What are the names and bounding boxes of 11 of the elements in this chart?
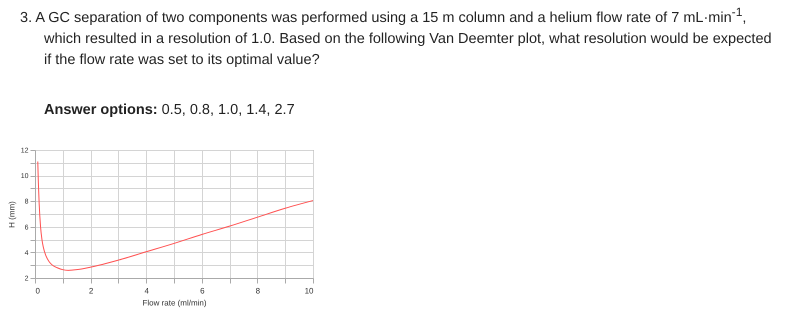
x-tick-label: 2 [88, 286, 94, 296]
x-tick-label: 4 [144, 286, 150, 296]
x-tick-label: 0 [36, 286, 40, 296]
x-axis-title: Flow rate (ml/min) [142, 298, 207, 308]
chart-subtitle: Answer options: 0.5, 0.8, 1.0, 1.4, 2.7 [44, 101, 295, 120]
line-series [37, 161, 314, 271]
x-tick-label: 6 [200, 286, 206, 296]
x-tick-label: 8 [256, 286, 261, 296]
text: 3. A GC separation of two components was performed using a 15 m column and a helium flow rate of 7 mL·min$^{-1}$, which resulted in a resolution of 1.0. Based on the following Van Deemter plot, what resolution would be expected if the flow rate was set to its optimal value? [20, 4, 773, 70]
y-axis-title: H (mm) [8, 200, 17, 228]
x-tick-label: 10 [304, 286, 314, 296]
